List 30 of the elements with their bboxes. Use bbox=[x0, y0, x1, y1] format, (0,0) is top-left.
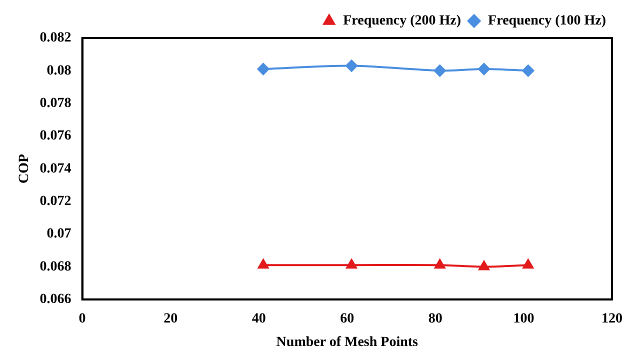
x-tick-label: 60 bbox=[340, 311, 354, 326]
point bbox=[522, 64, 534, 77]
y-tick-label: 0.074 bbox=[40, 161, 72, 176]
point bbox=[522, 259, 534, 269]
y-tick-label: 0.07 bbox=[46, 226, 72, 242]
point bbox=[478, 63, 490, 76]
point bbox=[346, 60, 358, 72]
x-tick-label: 80 bbox=[428, 311, 442, 326]
y-tick-label: 0.082 bbox=[40, 30, 72, 46]
legend-label: Frequency (100 Hz) bbox=[488, 14, 606, 29]
point bbox=[434, 259, 446, 269]
x-tick-label: 0 bbox=[78, 311, 86, 326]
y-tick-label: 0.066 bbox=[40, 292, 72, 308]
x-tick-label: 120 bbox=[602, 311, 622, 326]
x-tick-label: 40 bbox=[252, 311, 266, 326]
legend-label: Frequency (200 Hz) bbox=[343, 14, 462, 29]
point bbox=[258, 259, 269, 269]
y-tick-label: 0.08 bbox=[46, 63, 72, 78]
point bbox=[434, 64, 446, 77]
x-axis-title: Number of Mesh Points bbox=[276, 335, 419, 350]
y-axis-title: COP bbox=[17, 153, 32, 184]
point bbox=[478, 260, 490, 270]
point bbox=[346, 259, 357, 269]
y-tick-label: 0.076 bbox=[40, 128, 72, 144]
x-tick-label: 20 bbox=[164, 311, 178, 326]
y-tick-label: 0.078 bbox=[40, 96, 72, 111]
y-tick-label: 0.068 bbox=[40, 259, 72, 274]
y-tick-label: 0.072 bbox=[40, 194, 72, 209]
x-tick-label: 100 bbox=[513, 311, 534, 326]
point bbox=[257, 63, 270, 76]
